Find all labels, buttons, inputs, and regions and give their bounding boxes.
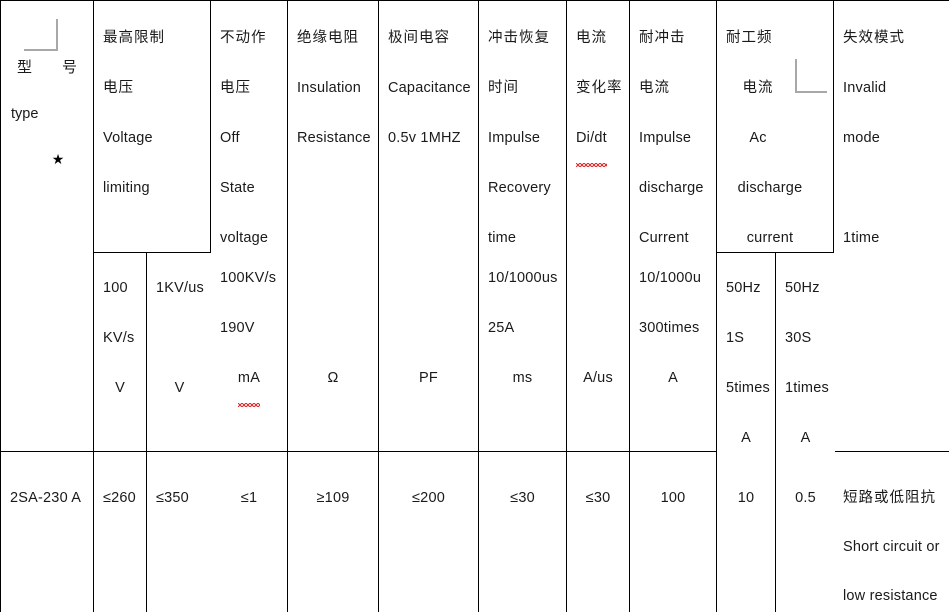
cell-limiting-voltage-100kvs: ≤260 <box>94 452 147 612</box>
corner-bracket-icon <box>24 19 58 51</box>
header-type-cn: 型号 <box>1 56 93 77</box>
cell-ac-discharge-50hz-1s: 10 <box>717 452 776 612</box>
ac-discharge-subcolumns: 50Hz 1S 5times A 50Hz 30S <box>717 253 835 463</box>
cell-limiting-voltage: ≤260 ≤350 <box>93 451 212 612</box>
cell-capacitance: ≤200 <box>378 451 479 612</box>
header-insulation-resistance-title: 绝缘电阻 Insulation Resistance <box>297 30 371 146</box>
impulse-discharge-unit-3: A <box>668 370 678 386</box>
off-state-unit-2: 190V <box>220 320 255 336</box>
off-state-unit-3: mA <box>220 353 278 407</box>
header-cell-ac-discharge-50hz-30s: 50Hz 30S 1times A <box>775 253 835 463</box>
header-capacitance-title: 极间电容 Capacitance 0.5v 1MHZ <box>388 30 471 146</box>
header-cell-limiting-voltage-1kvus: 1KV/us V <box>146 253 212 451</box>
insulation-resistance-unit: Ω <box>327 370 339 386</box>
cell-current-rate-of-change: ≤30 <box>566 451 630 612</box>
header-cell-current-rate-of-change: 电流 变化率 Di/dt A/us <box>566 0 630 452</box>
cell-off-state-voltage: ≤1 <box>210 451 288 612</box>
header-cell-insulation-resistance: 绝缘电阻 Insulation Resistance Ω <box>287 0 379 452</box>
cell-impulse-discharge-current: 100 <box>629 451 717 612</box>
current-rate-unit: A/us <box>583 370 613 386</box>
cell-invalid-mode: 短路或低阻抗 Short circuit or low resistance <box>833 451 949 612</box>
header-type-en: type <box>11 106 39 122</box>
impulse-recovery-unit-1: 10/1000us <box>488 270 558 286</box>
capacitance-unit: PF <box>419 370 438 386</box>
table-header-row: 型号 type ★ 最高限制 电压 Voltage limiting <box>0 0 949 463</box>
header-type-cn-right: 号 <box>62 58 78 76</box>
cell-type: 2SA-230 A <box>0 451 94 612</box>
header-type-cn-left: 型 <box>16 58 32 76</box>
off-state-unit-1: 100KV/s <box>220 270 277 286</box>
header-ac-discharge-title: 耐工频 电流 Ac discharge current <box>717 1 833 253</box>
table-row: 2SA-230 A ≤260 <box>0 451 949 612</box>
header-cell-off-state-voltage: 不动作 电压 Off State voltage 100KV/s 190V mA <box>210 0 288 452</box>
header-cell-ac-discharge-current: 耐工频 电流 Ac discharge current 50Hz <box>716 0 835 463</box>
impulse-discharge-unit-1: 10/1000u <box>639 270 702 286</box>
impulse-discharge-unit-2: 300times <box>639 320 700 336</box>
header-cell-type: 型号 type ★ <box>0 0 94 452</box>
header-impulse-discharge-title: 耐冲击 电流 Impulse discharge Current <box>639 30 704 246</box>
limiting-voltage-subcolumns: 100 KV/s V 1KV/us V <box>94 253 212 451</box>
cell-limiting-voltage-1kvus: ≤350 <box>146 452 212 612</box>
cell-insulation-resistance: ≥109 <box>287 451 379 612</box>
header-cell-limiting-voltage-100kvs: 100 KV/s V <box>94 253 147 451</box>
cell-ac-discharge-50hz-30s: 0.5 <box>775 452 835 612</box>
impulse-recovery-unit-2: 25A <box>488 320 515 336</box>
header-cell-capacitance: 极间电容 Capacitance 0.5v 1MHZ PF <box>378 0 479 452</box>
star-icon: ★ <box>51 151 65 167</box>
header-cell-impulse-recovery-time: 冲击恢复 时间 Impulse Recovery time 10/1000us … <box>478 0 567 452</box>
impulse-recovery-unit-3: ms <box>512 370 533 386</box>
header-limiting-voltage-title: 最高限制 电压 Voltage limiting <box>94 1 210 253</box>
header-cell-impulse-discharge-current: 耐冲击 电流 Impulse discharge Current 10/1000… <box>629 0 717 452</box>
header-off-state-voltage-title: 不动作 电压 Off State voltage <box>220 30 269 246</box>
corner-bracket-icon <box>795 59 827 93</box>
spellcheck-underline-didt: Di/dt <box>576 113 607 167</box>
header-cell-limiting-voltage: 最高限制 电压 Voltage limiting 100 KV/s <box>93 0 212 452</box>
cell-ac-discharge-current: 10 0.5 <box>716 451 835 612</box>
header-impulse-recovery-title: 冲击恢复 时间 Impulse Recovery time <box>488 30 551 246</box>
spellcheck-underline-ma: mA <box>237 353 261 407</box>
header-cell-ac-discharge-50hz-1s: 50Hz 1S 5times A <box>717 253 776 463</box>
header-cell-invalid-mode: 失效模式 Invalid mode 1time <box>833 0 949 452</box>
cell-impulse-recovery-time: ≤30 <box>478 451 567 612</box>
header-current-rate-title: 电流 变化率 Di/dt <box>567 1 629 253</box>
